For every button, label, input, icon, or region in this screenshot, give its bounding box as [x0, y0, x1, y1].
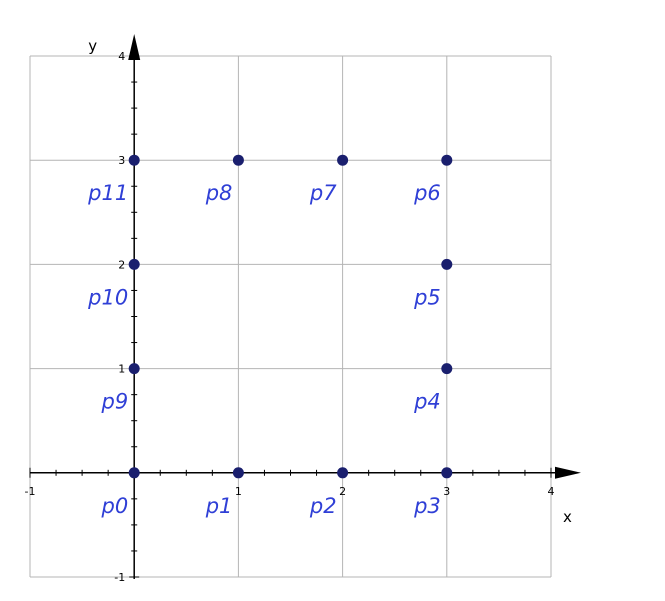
- x-tick-label: 2: [339, 485, 346, 498]
- data-point-p1: [232, 467, 244, 479]
- y-tick-label: 1: [118, 363, 125, 376]
- x-tick-label: 3: [443, 485, 450, 498]
- data-point-p5: [441, 258, 453, 270]
- data-point-p9: [128, 363, 140, 375]
- point-label-p9: p9: [100, 390, 128, 414]
- data-point-p0: [128, 467, 140, 479]
- point-label-p1: p1: [205, 494, 233, 518]
- point-label-p3: p3: [413, 494, 441, 518]
- x-tick-label: 4: [548, 485, 555, 498]
- data-points: [128, 154, 453, 479]
- x-axis-arrow: [555, 466, 581, 479]
- data-point-p10: [128, 258, 140, 270]
- y-axis-label: y: [88, 37, 97, 55]
- y-tick-label: 3: [118, 154, 125, 167]
- y-axis-arrow: [128, 34, 141, 60]
- point-label-p8: p8: [205, 181, 233, 205]
- x-tick-label: 1: [235, 485, 242, 498]
- point-label-p4: p4: [413, 390, 441, 414]
- x-tick-label: -1: [25, 485, 36, 498]
- y-tick-label: -1: [114, 571, 125, 584]
- data-point-p6: [441, 154, 453, 166]
- axes: [29, 34, 581, 579]
- point-label-p0: p0: [100, 494, 128, 518]
- x-axis-label: x: [563, 508, 572, 526]
- data-point-p11: [128, 154, 140, 166]
- point-label-p5: p5: [413, 285, 441, 309]
- point-label-p7: p7: [309, 181, 337, 205]
- data-point-p7: [337, 154, 349, 166]
- data-point-p4: [441, 363, 453, 375]
- tick-labels: -1 1 2 3 4 -1 1 2 3 4: [25, 50, 555, 584]
- data-point-p8: [232, 154, 244, 166]
- y-tick-label: 2: [118, 258, 125, 271]
- data-point-p2: [337, 467, 349, 479]
- data-point-p3: [441, 467, 453, 479]
- point-label-p10: p10: [87, 285, 128, 309]
- point-label-p2: p2: [309, 494, 337, 518]
- y-tick-label: 4: [118, 50, 125, 63]
- point-label-p6: p6: [413, 181, 441, 205]
- point-labels: p0 p1 p2 p3 p4 p5 p6 p7 p8 p9 p10 p11: [87, 181, 441, 518]
- point-label-p11: p11: [87, 181, 128, 205]
